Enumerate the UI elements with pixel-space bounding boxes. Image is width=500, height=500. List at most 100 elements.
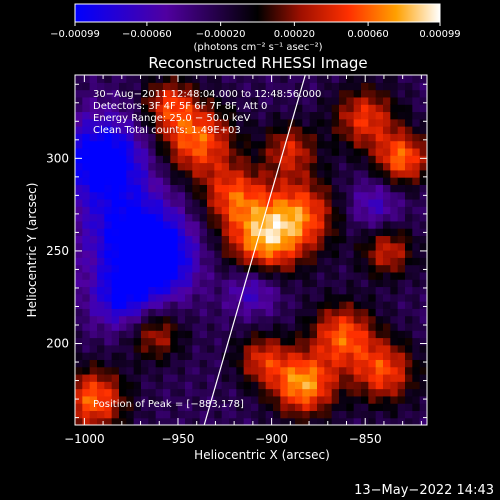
heatmap-cell	[375, 352, 384, 360]
heatmap-cell	[302, 315, 311, 324]
heatmap-cell	[133, 410, 142, 419]
heatmap-cell	[390, 213, 399, 222]
heatmap-cell	[419, 213, 427, 222]
heatmap-cell	[317, 177, 325, 185]
heatmap-cell	[302, 417, 311, 425]
heatmap-cell	[207, 118, 215, 127]
heatmap-cell	[397, 89, 406, 98]
heatmap-cell	[104, 118, 113, 127]
heatmap-cell	[75, 206, 83, 215]
heatmap-cell	[361, 366, 369, 375]
heatmap-cell	[346, 228, 355, 237]
heatmap-cell	[229, 104, 237, 113]
heatmap-cell	[155, 257, 164, 266]
heatmap-cell	[375, 366, 384, 375]
heatmap-cell	[192, 126, 201, 134]
heatmap-cell	[397, 111, 406, 120]
heatmap-cell	[133, 301, 142, 309]
heatmap-cell	[111, 147, 120, 156]
heatmap-cell	[258, 155, 267, 164]
heatmap-cell	[192, 220, 201, 229]
heatmap-cell	[82, 337, 91, 346]
heatmap-cell	[309, 169, 318, 178]
heatmap-cell	[412, 359, 421, 368]
heatmap-cell	[207, 388, 215, 397]
heatmap-cell	[346, 366, 355, 375]
heatmap-cell	[273, 118, 281, 127]
heatmap-cell	[199, 366, 208, 375]
heatmap-cell	[111, 96, 120, 105]
heatmap-cell	[390, 388, 399, 397]
heatmap-cell	[155, 242, 164, 251]
heatmap-cell	[97, 417, 105, 425]
heatmap-cell	[170, 169, 179, 178]
heatmap-cell	[199, 82, 208, 91]
heatmap-cell	[397, 344, 406, 353]
heatmap-cell	[192, 322, 201, 331]
heatmap-cell	[368, 403, 377, 412]
heatmap-cell	[75, 250, 83, 258]
heatmap-cell	[207, 89, 215, 98]
heatmap-cell	[258, 322, 267, 331]
heatmap-cell	[258, 191, 267, 200]
heatmap-cell	[170, 82, 179, 91]
heatmap-cell	[75, 417, 83, 425]
heatmap-cell	[397, 366, 406, 375]
heatmap-cell	[148, 235, 157, 244]
heatmap-cell	[368, 301, 377, 309]
heatmap-cell	[104, 242, 113, 251]
heatmap-cell	[287, 286, 296, 295]
heatmap-cell	[273, 381, 281, 390]
heatmap-cell	[397, 308, 406, 317]
heatmap-cell	[170, 162, 179, 171]
heatmap-cell	[82, 228, 91, 237]
heatmap-cell	[75, 359, 83, 368]
heatmap-cell	[309, 235, 318, 244]
heatmap-cell	[89, 140, 98, 149]
heatmap-cell	[368, 330, 377, 339]
heatmap-cell	[126, 75, 135, 83]
heatmap-cell	[155, 111, 164, 120]
x-tick-label: −900	[255, 432, 288, 446]
heatmap-cell	[397, 388, 406, 397]
heatmap-cell	[192, 315, 201, 324]
heatmap-cell	[243, 417, 252, 425]
heatmap-cell	[346, 315, 355, 324]
heatmap-cell	[170, 410, 179, 419]
heatmap-cell	[412, 322, 421, 331]
heatmap-cell	[119, 337, 127, 346]
heatmap-cell	[89, 403, 98, 412]
heatmap-cell	[207, 206, 215, 215]
heatmap-cell	[251, 293, 259, 302]
heatmap-cell	[280, 155, 289, 164]
heatmap-cell	[353, 381, 362, 390]
heatmap-cell	[265, 403, 274, 412]
heatmap-cell	[273, 133, 281, 142]
heatmap-cell	[229, 169, 237, 178]
heatmap-cell	[346, 235, 355, 244]
heatmap-cell	[104, 228, 113, 237]
heatmap-cell	[126, 293, 135, 302]
heatmap-cell	[199, 344, 208, 353]
heatmap-cell	[375, 315, 384, 324]
heatmap-cell	[390, 315, 399, 324]
heatmap-cell	[324, 373, 333, 382]
heatmap-cell	[346, 373, 355, 382]
heatmap-cell	[243, 250, 252, 258]
heatmap-cell	[119, 206, 127, 215]
heatmap-cell	[141, 89, 149, 98]
heatmap-cell	[251, 250, 259, 258]
heatmap-cell	[383, 75, 391, 83]
heatmap-cell	[361, 126, 369, 134]
heatmap-cell	[419, 235, 427, 244]
heatmap-cell	[339, 111, 347, 120]
heatmap-cell	[368, 96, 377, 105]
heatmap-cell	[309, 410, 318, 419]
heatmap-cell	[287, 330, 296, 339]
heatmap-cell	[273, 271, 281, 280]
heatmap-cell	[375, 96, 384, 105]
heatmap-cell	[251, 388, 259, 397]
heatmap-cell	[383, 169, 391, 178]
heatmap-cell	[375, 344, 384, 353]
heatmap-cell	[405, 140, 413, 149]
